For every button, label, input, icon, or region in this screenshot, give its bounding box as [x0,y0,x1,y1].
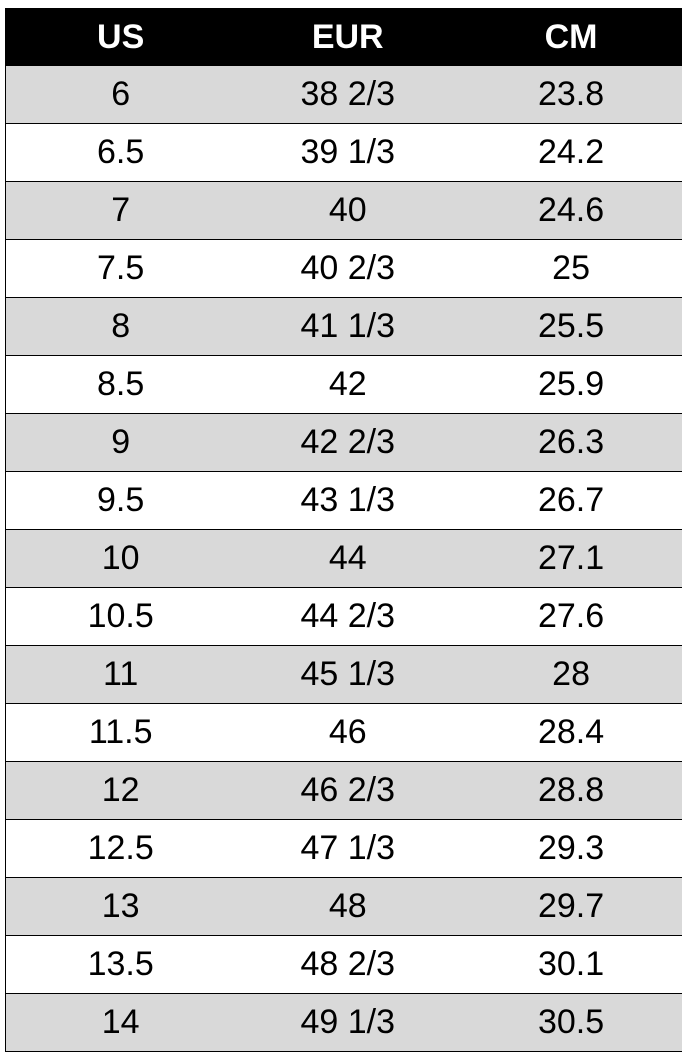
cell-us: 10.5 [5,587,236,646]
header-us: US [5,8,236,66]
cell-eur: 42 2/3 [235,413,461,472]
cell-eur: 47 1/3 [235,819,461,878]
cell-cm: 28.8 [460,761,682,820]
cell-eur: 48 [235,877,461,936]
cell-us: 9.5 [5,471,236,530]
table-row: 11.5 46 28.4 [5,703,682,762]
cell-cm: 26.7 [460,471,682,530]
table-row: 13.5 48 2/3 30.1 [5,935,682,994]
cell-us: 8 [5,297,236,356]
cell-us: 12.5 [5,819,236,878]
table-row: 10 44 27.1 [5,529,682,588]
cell-cm: 30.5 [460,993,682,1052]
cell-cm: 25.5 [460,297,682,356]
table-row: 7 40 24.6 [5,181,682,240]
cell-cm: 28 [460,645,682,704]
cell-eur: 41 1/3 [235,297,461,356]
cell-us: 13.5 [5,935,236,994]
cell-us: 12 [5,761,236,820]
cell-eur: 39 1/3 [235,123,461,182]
header-cm: CM [460,8,682,66]
cell-eur: 40 [235,181,461,240]
table-row: 8 41 1/3 25.5 [5,297,682,356]
cell-us: 7.5 [5,239,236,298]
table-row: 12 46 2/3 28.8 [5,761,682,820]
cell-eur: 42 [235,355,461,414]
table-row: 7.5 40 2/3 25 [5,239,682,298]
cell-cm: 23.8 [460,66,682,124]
cell-eur: 44 [235,529,461,588]
cell-cm: 27.1 [460,529,682,588]
cell-us: 11.5 [5,703,236,762]
cell-cm: 24.2 [460,123,682,182]
cell-eur: 44 2/3 [235,587,461,646]
cell-eur: 40 2/3 [235,239,461,298]
table-row: 10.5 44 2/3 27.6 [5,587,682,646]
cell-us: 8.5 [5,355,236,414]
cell-us: 13 [5,877,236,936]
table-row: 6 38 2/3 23.8 [5,66,682,124]
table-row: 8.5 42 25.9 [5,355,682,414]
cell-us: 6 [5,66,236,124]
header-row: US EUR CM [5,8,682,66]
cell-cm: 26.3 [460,413,682,472]
cell-eur: 45 1/3 [235,645,461,704]
cell-us: 10 [5,529,236,588]
cell-eur: 46 [235,703,461,762]
size-chart-table: US EUR CM 6 38 2/3 23.8 6.5 39 1/3 24.2 7 40 24.… [5,8,682,1052]
table-row: 9.5 43 1/3 26.7 [5,471,682,530]
table-row: 14 49 1/3 30.5 [5,993,682,1052]
cell-cm: 30.1 [460,935,682,994]
table-row: 12.5 47 1/3 29.3 [5,819,682,878]
cell-cm: 25.9 [460,355,682,414]
cell-us: 9 [5,413,236,472]
cell-us: 6.5 [5,123,236,182]
cell-eur: 38 2/3 [235,66,461,124]
table-row: 6.5 39 1/3 24.2 [5,123,682,182]
cell-eur: 48 2/3 [235,935,461,994]
table-row: 13 48 29.7 [5,877,682,936]
cell-us: 14 [5,993,236,1052]
cell-us: 7 [5,181,236,240]
cell-eur: 49 1/3 [235,993,461,1052]
table-row: 9 42 2/3 26.3 [5,413,682,472]
cell-eur: 43 1/3 [235,471,461,530]
header-eur: EUR [235,8,461,66]
cell-us: 11 [5,645,236,704]
table-row: 11 45 1/3 28 [5,645,682,704]
cell-cm: 25 [460,239,682,298]
cell-cm: 28.4 [460,703,682,762]
cell-cm: 24.6 [460,181,682,240]
cell-cm: 29.3 [460,819,682,878]
cell-eur: 46 2/3 [235,761,461,820]
cell-cm: 29.7 [460,877,682,936]
cell-cm: 27.6 [460,587,682,646]
